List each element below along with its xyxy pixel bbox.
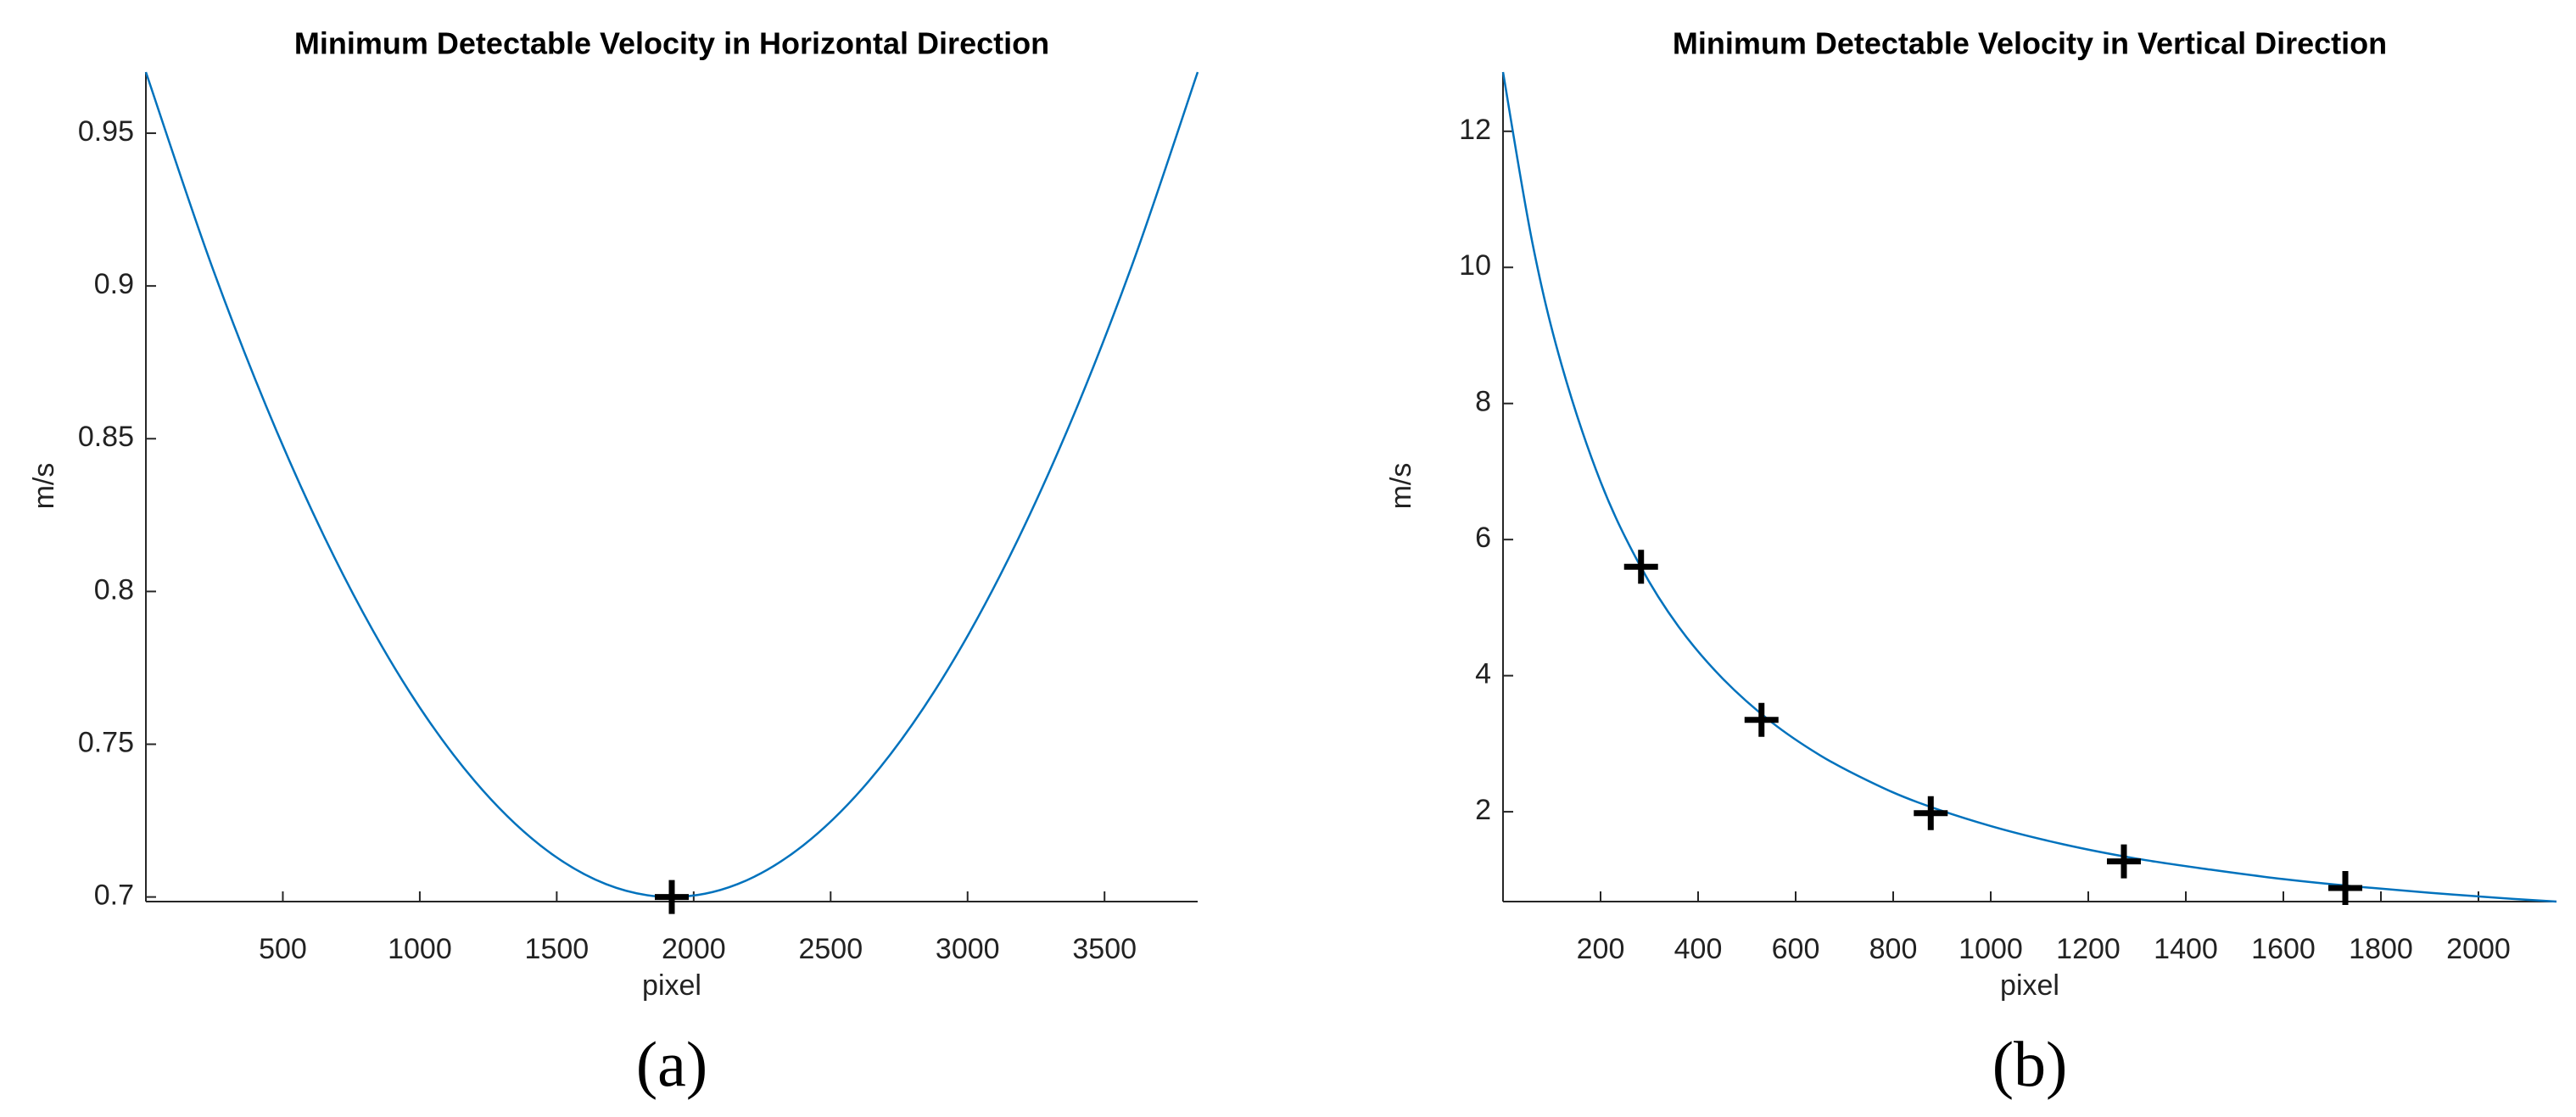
x-tick-label: 500: [259, 933, 307, 965]
y-tick-label: 0.85: [78, 421, 134, 453]
marker: [1914, 796, 1948, 830]
x-tick-label: 2000: [662, 933, 726, 965]
x-tick-label: 1600: [2251, 933, 2316, 965]
y-tick-label: 0.9: [94, 268, 134, 300]
x-axis-label: pixel: [2000, 969, 2059, 1002]
x-tick-label: 600: [1772, 933, 1820, 965]
x-tick-label: 2500: [798, 933, 863, 965]
x-tick-label: 3000: [936, 933, 1000, 965]
x-tick-label: 800: [1869, 933, 1918, 965]
x-tick-label: 1000: [1959, 933, 2023, 965]
y-tick-label: 0.95: [78, 115, 134, 148]
y-tick-label: 4: [1475, 658, 1491, 690]
x-tick-label: 2000: [2446, 933, 2511, 965]
x-tick-label: 1200: [2056, 933, 2121, 965]
y-tick-label: 10: [1459, 249, 1491, 282]
y-tick-label: 0.75: [78, 726, 134, 758]
x-tick-label: 1500: [525, 933, 590, 965]
chart-title: Minimum Detectable Velocity in Horizonta…: [294, 26, 1049, 61]
y-tick-label: 8: [1475, 386, 1491, 418]
x-tick-label: 3500: [1072, 933, 1137, 965]
y-tick-label: 2: [1475, 794, 1491, 826]
marker: [1744, 702, 1779, 737]
caption: (b): [1992, 1029, 2068, 1100]
y-axis-label: m/s: [28, 463, 60, 510]
y-axis-label: m/s: [1385, 463, 1417, 510]
curve: [1501, 71, 2557, 903]
x-tick-label: 1400: [2154, 933, 2218, 965]
caption: (a): [636, 1029, 707, 1100]
y-tick-label: 0.7: [94, 880, 134, 912]
marker: [2328, 870, 2363, 905]
x-tick-label: 200: [1577, 933, 1625, 965]
curve: [144, 71, 1199, 898]
marker: [2106, 844, 2141, 879]
chart-title: Minimum Detectable Velocity in Vertical …: [1673, 26, 2387, 61]
x-tick-label: 1800: [2349, 933, 2413, 965]
x-tick-label: 1000: [388, 933, 452, 965]
y-tick-label: 6: [1475, 522, 1491, 554]
marker: [655, 880, 689, 914]
y-tick-label: 0.8: [94, 573, 134, 606]
marker: [1623, 550, 1658, 584]
x-axis-label: pixel: [642, 969, 701, 1002]
x-tick-label: 400: [1674, 933, 1723, 965]
y-tick-label: 12: [1459, 114, 1491, 146]
